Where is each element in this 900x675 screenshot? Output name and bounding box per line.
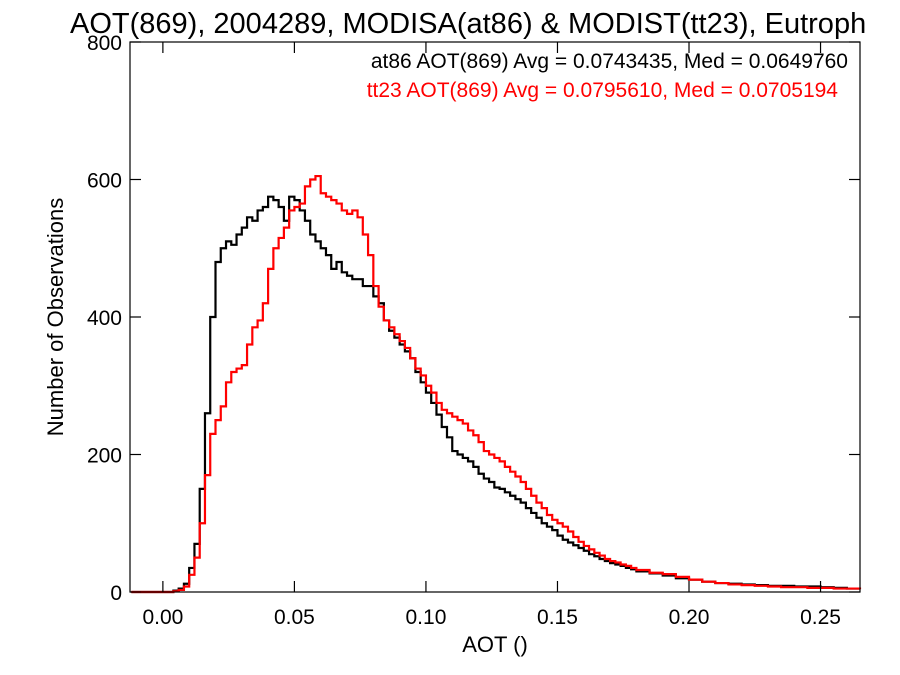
x-tick-label: 0.10 [406,606,447,629]
y-axis-label: Number of Observations [43,198,68,436]
x-tick-label: 0.20 [669,606,710,629]
histogram-series-1 [131,174,862,594]
x-axis-label: AOT () [462,632,528,657]
y-tick-label: 800 [87,32,122,55]
y-tick-label: 0 [110,582,122,605]
y-axis-ticks: 0 200 400 600 800 [87,32,860,605]
chart-title: AOT(869), 2004289, MODISA(at86) & MODIST… [70,8,866,40]
annotation-tt23-stats: tt23 AOT(869) Avg = 0.0795610, Med = 0.0… [367,79,839,102]
x-axis-ticks: 0.00 0.05 0.10 0.15 0.20 0.25 [142,42,841,629]
annotation-at86-stats: at86 AOT(869) Avg = 0.0743435, Med = 0.0… [371,50,848,73]
plot-frame [129,41,861,593]
y-tick-label: 600 [87,170,122,193]
y-tick-label: 400 [87,307,122,330]
x-tick-label: 0.05 [274,606,315,629]
series-layer [131,174,862,594]
x-tick-label: 0.15 [537,606,578,629]
y-tick-label: 200 [87,445,122,468]
x-tick-label: 0.00 [142,606,183,629]
x-tick-label: 0.25 [800,606,841,629]
histogram-series-0 [131,195,860,594]
